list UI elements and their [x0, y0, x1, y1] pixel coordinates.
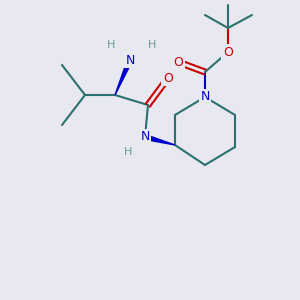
Text: H: H — [106, 40, 115, 50]
Polygon shape — [144, 135, 175, 145]
Text: O: O — [223, 46, 233, 59]
Polygon shape — [115, 59, 132, 95]
Text: H: H — [148, 40, 156, 50]
Text: N: N — [140, 130, 150, 143]
Text: O: O — [173, 56, 183, 68]
Text: H: H — [124, 147, 132, 157]
Text: O: O — [163, 71, 173, 85]
Text: N: N — [200, 91, 210, 103]
Text: N: N — [125, 53, 135, 67]
